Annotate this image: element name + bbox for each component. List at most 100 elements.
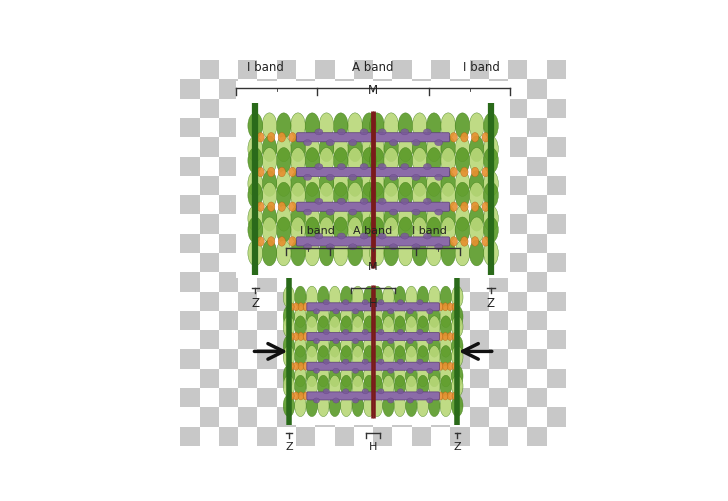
Ellipse shape — [452, 392, 458, 400]
Ellipse shape — [470, 171, 484, 196]
Bar — [277, 60, 296, 80]
Ellipse shape — [317, 346, 329, 367]
Ellipse shape — [384, 182, 398, 208]
Ellipse shape — [440, 365, 451, 387]
Bar — [527, 427, 547, 446]
Bar — [199, 176, 219, 195]
Ellipse shape — [394, 365, 405, 387]
Text: I band: I band — [300, 225, 335, 235]
Ellipse shape — [305, 136, 320, 162]
Ellipse shape — [333, 205, 348, 231]
Ellipse shape — [352, 339, 359, 344]
Ellipse shape — [429, 395, 440, 417]
Bar — [258, 388, 277, 407]
Bar — [431, 407, 450, 427]
Ellipse shape — [483, 148, 499, 173]
Bar — [431, 253, 450, 273]
Ellipse shape — [455, 205, 470, 231]
Ellipse shape — [405, 365, 417, 387]
Bar — [258, 118, 277, 137]
Ellipse shape — [317, 336, 329, 357]
Bar — [238, 176, 258, 195]
Bar — [335, 388, 354, 407]
Bar — [547, 253, 566, 273]
Ellipse shape — [482, 167, 489, 177]
Bar — [488, 195, 508, 214]
Ellipse shape — [319, 113, 334, 138]
Bar — [181, 388, 199, 407]
Ellipse shape — [441, 136, 456, 162]
Ellipse shape — [363, 336, 375, 357]
Ellipse shape — [262, 217, 277, 242]
Bar — [315, 137, 335, 157]
Ellipse shape — [400, 233, 408, 239]
Ellipse shape — [319, 182, 334, 208]
FancyBboxPatch shape — [296, 202, 450, 211]
Ellipse shape — [329, 395, 341, 417]
Ellipse shape — [317, 395, 329, 417]
Ellipse shape — [412, 113, 427, 138]
Ellipse shape — [267, 133, 275, 142]
Bar — [199, 292, 219, 311]
Ellipse shape — [398, 171, 413, 196]
Ellipse shape — [290, 240, 305, 266]
Ellipse shape — [305, 182, 320, 208]
Ellipse shape — [362, 389, 368, 394]
Ellipse shape — [304, 140, 312, 146]
Bar — [470, 137, 488, 157]
Ellipse shape — [397, 359, 403, 364]
Bar — [286, 269, 460, 425]
Ellipse shape — [303, 392, 309, 400]
Ellipse shape — [262, 148, 277, 173]
Ellipse shape — [427, 240, 441, 266]
Ellipse shape — [450, 202, 457, 211]
Bar — [277, 407, 296, 427]
Ellipse shape — [398, 148, 413, 173]
Ellipse shape — [429, 336, 440, 357]
Bar — [373, 233, 392, 253]
Ellipse shape — [278, 167, 285, 177]
Ellipse shape — [306, 395, 317, 417]
Bar — [373, 80, 392, 99]
Ellipse shape — [384, 240, 398, 266]
Ellipse shape — [427, 148, 441, 173]
Text: H: H — [369, 442, 377, 452]
Bar — [470, 407, 488, 427]
Ellipse shape — [323, 359, 329, 364]
Ellipse shape — [349, 140, 357, 146]
Bar — [508, 60, 527, 80]
Bar — [450, 118, 470, 137]
Bar — [431, 292, 450, 311]
Ellipse shape — [295, 336, 306, 357]
Bar — [354, 137, 373, 157]
Bar — [219, 195, 238, 214]
Ellipse shape — [338, 163, 346, 170]
Ellipse shape — [443, 333, 448, 341]
Bar — [277, 253, 296, 273]
Ellipse shape — [371, 365, 383, 387]
Ellipse shape — [257, 133, 264, 142]
Ellipse shape — [405, 375, 417, 397]
Bar — [508, 253, 527, 273]
Ellipse shape — [412, 171, 427, 196]
Bar — [392, 292, 411, 311]
Bar — [566, 195, 585, 214]
Bar — [392, 60, 411, 80]
Bar — [373, 157, 392, 176]
Bar — [315, 99, 335, 118]
Ellipse shape — [427, 113, 441, 138]
Bar — [508, 137, 527, 157]
Ellipse shape — [447, 362, 453, 370]
Ellipse shape — [450, 236, 457, 246]
Ellipse shape — [341, 395, 352, 417]
Ellipse shape — [329, 286, 341, 308]
Ellipse shape — [306, 346, 317, 367]
Ellipse shape — [483, 113, 499, 138]
Ellipse shape — [262, 205, 277, 231]
Ellipse shape — [417, 346, 429, 367]
Ellipse shape — [319, 217, 334, 242]
Ellipse shape — [362, 182, 376, 208]
Ellipse shape — [441, 182, 456, 208]
Ellipse shape — [447, 392, 453, 400]
Ellipse shape — [378, 129, 386, 135]
